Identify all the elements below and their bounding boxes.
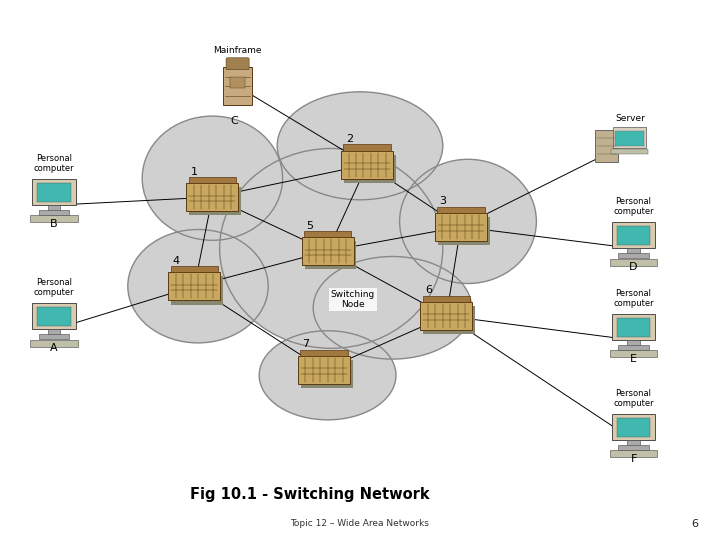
Bar	[48, 205, 60, 211]
Text: D: D	[629, 262, 638, 272]
Text: B: B	[50, 219, 58, 229]
Bar	[168, 272, 220, 300]
Bar	[613, 127, 646, 148]
Text: 5: 5	[306, 220, 313, 231]
FancyBboxPatch shape	[438, 217, 490, 245]
FancyBboxPatch shape	[610, 259, 657, 266]
Text: F: F	[631, 454, 636, 464]
Bar	[223, 68, 252, 105]
Bar	[595, 130, 618, 162]
Bar	[615, 131, 644, 146]
Bar	[420, 302, 472, 330]
Text: 6: 6	[425, 285, 432, 295]
Bar	[39, 210, 69, 215]
Bar	[302, 237, 354, 265]
FancyBboxPatch shape	[305, 241, 356, 269]
Text: Personal
computer: Personal computer	[34, 154, 74, 173]
Bar	[32, 303, 76, 329]
Text: 4: 4	[173, 255, 180, 266]
Bar	[618, 445, 649, 450]
FancyBboxPatch shape	[610, 350, 657, 357]
Bar	[304, 231, 351, 237]
FancyBboxPatch shape	[610, 450, 657, 457]
Ellipse shape	[400, 159, 536, 284]
Bar	[230, 77, 245, 88]
Bar	[37, 307, 71, 326]
Text: 6: 6	[691, 519, 698, 529]
FancyBboxPatch shape	[344, 155, 396, 183]
Ellipse shape	[259, 330, 396, 420]
Ellipse shape	[128, 230, 269, 343]
Bar	[423, 296, 470, 302]
Bar	[186, 183, 238, 211]
Bar	[627, 440, 640, 445]
Bar	[437, 207, 485, 213]
Text: C: C	[230, 116, 238, 126]
Ellipse shape	[220, 148, 443, 348]
Bar	[343, 145, 391, 151]
Ellipse shape	[142, 116, 282, 240]
FancyBboxPatch shape	[30, 215, 78, 222]
Text: 2: 2	[346, 134, 353, 144]
Bar	[39, 334, 69, 339]
Bar	[32, 179, 76, 205]
Text: A: A	[50, 343, 58, 353]
Bar	[617, 418, 650, 437]
Text: Server: Server	[615, 114, 645, 123]
Bar	[435, 213, 487, 241]
Bar	[171, 266, 218, 272]
FancyBboxPatch shape	[423, 306, 475, 334]
Bar	[611, 150, 648, 154]
FancyBboxPatch shape	[171, 276, 223, 305]
Bar	[37, 183, 71, 202]
Bar	[189, 177, 236, 183]
Bar	[612, 414, 655, 440]
Bar	[612, 222, 655, 248]
Bar	[617, 226, 650, 245]
FancyBboxPatch shape	[301, 360, 353, 388]
Bar	[618, 253, 649, 258]
Bar	[618, 345, 649, 350]
Text: Switching
Node: Switching Node	[330, 290, 375, 309]
Bar	[627, 248, 640, 254]
Text: Personal
computer: Personal computer	[34, 278, 74, 297]
Bar	[341, 151, 393, 179]
FancyBboxPatch shape	[226, 58, 249, 70]
Bar	[48, 329, 60, 335]
Text: E: E	[630, 354, 637, 364]
Text: Topic 12 – Wide Area Networks: Topic 12 – Wide Area Networks	[291, 519, 429, 528]
Text: Mainframe: Mainframe	[213, 46, 262, 55]
Bar	[298, 356, 350, 384]
FancyBboxPatch shape	[189, 187, 241, 215]
Text: Personal
computer: Personal computer	[613, 289, 654, 308]
Bar	[617, 318, 650, 337]
Text: Personal
computer: Personal computer	[613, 197, 654, 216]
Bar	[612, 314, 655, 340]
Text: Fig 10.1 - Switching Network: Fig 10.1 - Switching Network	[190, 487, 429, 502]
Text: 7: 7	[302, 339, 310, 349]
Bar	[627, 340, 640, 346]
FancyBboxPatch shape	[30, 340, 78, 347]
Text: 1: 1	[191, 166, 198, 177]
Ellipse shape	[313, 256, 472, 359]
Ellipse shape	[277, 92, 443, 200]
Text: Personal
computer: Personal computer	[613, 389, 654, 408]
Bar	[300, 350, 348, 356]
Text: 3: 3	[439, 196, 446, 206]
